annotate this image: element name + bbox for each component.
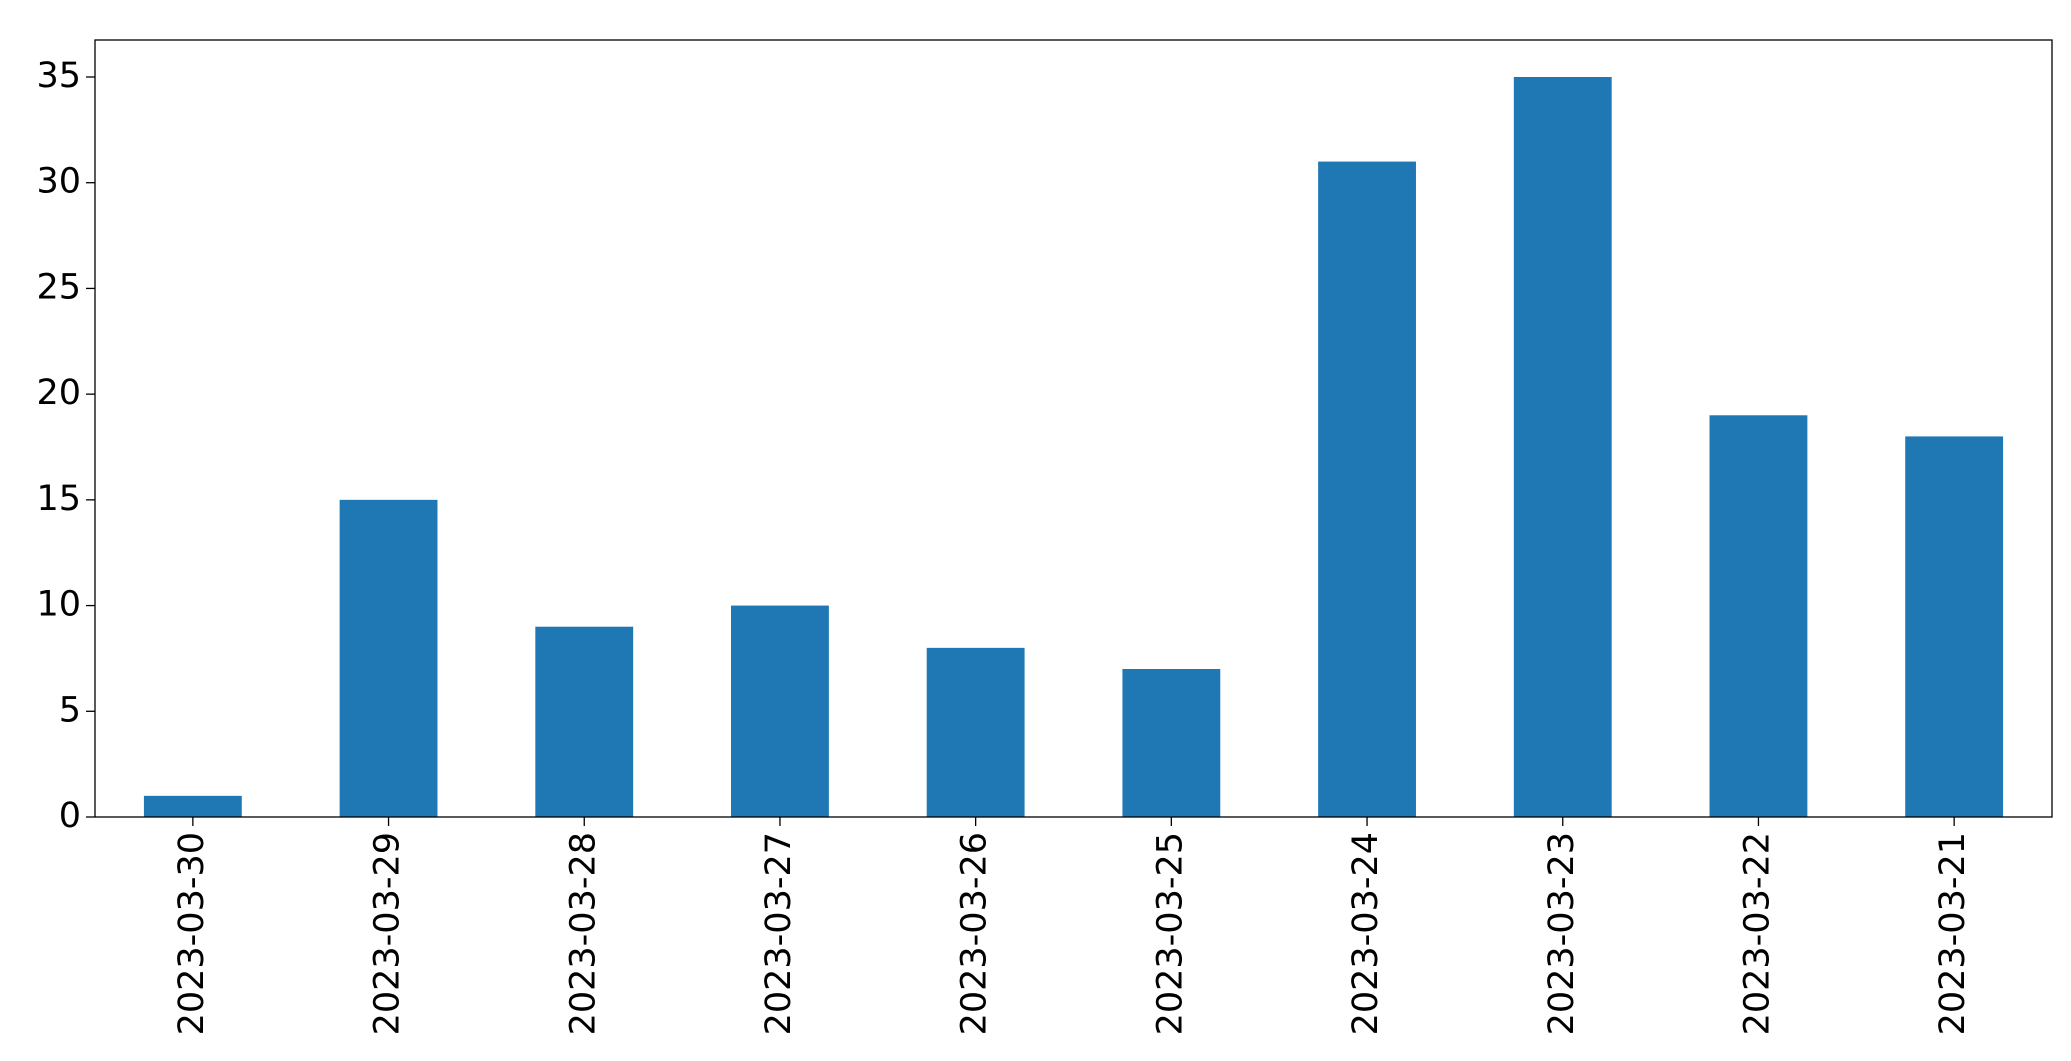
bar <box>535 626 634 817</box>
y-tick-label: 25 <box>36 267 81 307</box>
x-tick-label: 2023-03-29 <box>368 832 408 1035</box>
bar <box>731 605 829 817</box>
x-tick-label: 2023-03-28 <box>563 832 603 1035</box>
y-tick-label: 35 <box>36 56 81 96</box>
bar <box>1513 77 1612 817</box>
y-tick-label: 15 <box>36 479 81 519</box>
bar <box>339 499 438 817</box>
x-tick-label: 2023-03-25 <box>1150 832 1190 1035</box>
y-tick-label: 20 <box>36 373 81 413</box>
y-tick-label: 0 <box>59 796 81 836</box>
bar <box>1905 436 2004 817</box>
x-tick-label: 2023-03-22 <box>1737 832 1777 1035</box>
x-tick-label: 2023-03-24 <box>1346 832 1386 1035</box>
x-tick-label: 2023-03-30 <box>172 832 212 1035</box>
y-tick-label: 10 <box>36 585 81 625</box>
bar <box>1122 669 1221 817</box>
x-tick-label: 2023-03-21 <box>1933 832 1973 1035</box>
plot-frame <box>94 39 2053 818</box>
x-tick-label: 2023-03-23 <box>1542 832 1582 1035</box>
y-tick-label: 30 <box>36 162 81 202</box>
x-tick-label: 2023-03-27 <box>759 832 799 1035</box>
bar <box>926 647 1025 817</box>
bar <box>1709 415 1808 817</box>
bar <box>143 795 242 817</box>
bar <box>1318 161 1416 818</box>
x-tick-label: 2023-03-26 <box>955 832 995 1035</box>
y-tick-label: 5 <box>59 690 81 730</box>
